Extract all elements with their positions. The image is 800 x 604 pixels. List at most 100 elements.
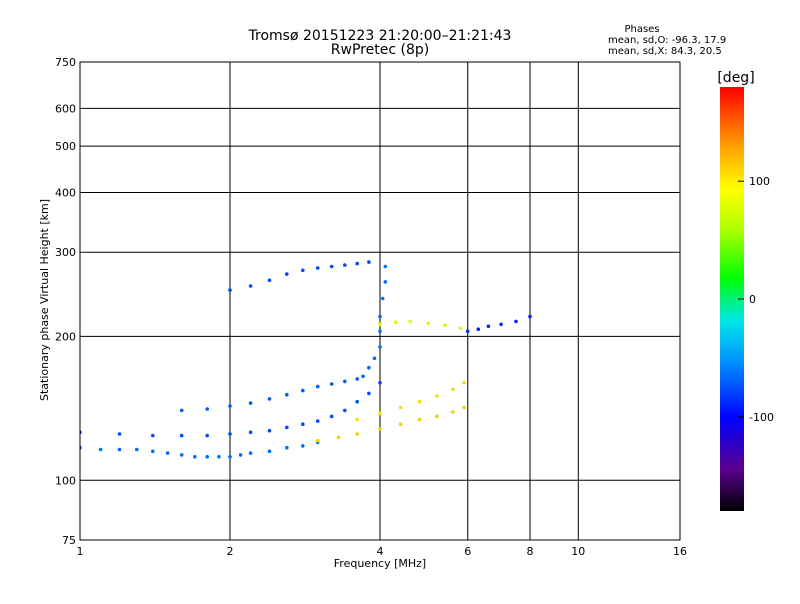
point-s7-4 xyxy=(443,323,447,328)
point-s4-4 xyxy=(398,422,403,427)
point-s2-9 xyxy=(343,379,347,384)
stats-header: Phases xyxy=(624,24,659,35)
point-s6-8 xyxy=(355,261,360,266)
colorbar-tick-label-0: 100 xyxy=(749,175,770,188)
point-s1-11 xyxy=(329,414,334,419)
point-s7-1 xyxy=(393,320,398,325)
colorbar-tick-label-1: 0 xyxy=(749,293,756,306)
point-s0-14 xyxy=(285,445,289,450)
grid-lines xyxy=(79,61,681,541)
point-s6-0 xyxy=(228,288,232,292)
point-s0-1 xyxy=(98,447,103,452)
data-points xyxy=(80,260,532,459)
point-s6-4 xyxy=(301,268,305,273)
x-tick-label-6: 16 xyxy=(673,545,687,558)
point-s1-1 xyxy=(117,432,122,436)
point-s0-6 xyxy=(179,453,184,457)
point-s4-0 xyxy=(315,438,320,443)
y-axis-label: Stationary phase Virtual Height [km] xyxy=(38,199,51,401)
stats-o-line: mean, sd,O: -96.3, 17.9 xyxy=(608,35,726,46)
point-s8-4 xyxy=(514,319,518,324)
point-s2-10 xyxy=(355,377,360,381)
point-s3-3 xyxy=(378,345,382,349)
point-s6-9 xyxy=(367,260,371,264)
point-s3-2 xyxy=(372,356,377,361)
y-tick-labels: 75 100 200 300 400 500 600 750 xyxy=(55,56,76,547)
point-s6-6 xyxy=(329,264,334,269)
chart-title: Tromsø 20151223 21:20:00–21:21:43 xyxy=(248,28,512,44)
point-s0-12 xyxy=(248,451,253,455)
point-s1-5 xyxy=(228,432,232,436)
point-s2-5 xyxy=(285,392,289,397)
point-s1-7 xyxy=(267,428,272,433)
point-s0-11 xyxy=(238,453,243,457)
point-s3-5 xyxy=(378,314,382,319)
point-s0-3 xyxy=(135,447,139,452)
colorbar-tick-label-2: -100 xyxy=(749,411,774,424)
y-tick-label-1: 100 xyxy=(55,474,76,487)
stats-x-line: mean, sd,X: 84.3, 20.5 xyxy=(608,46,722,57)
point-s0-2 xyxy=(117,447,122,452)
point-s1-12 xyxy=(343,408,347,413)
y-tick-label-3: 300 xyxy=(55,246,76,259)
y-tick-label-2: 200 xyxy=(55,330,76,343)
point-s2-6 xyxy=(301,388,305,393)
point-s6-2 xyxy=(267,278,272,283)
point-s0-10 xyxy=(228,455,232,459)
point-s5-1 xyxy=(378,411,382,416)
point-s8-3 xyxy=(499,322,503,327)
point-s5-4 xyxy=(435,394,439,398)
point-s7-3 xyxy=(426,321,431,326)
colorbar-label: [deg] xyxy=(717,70,754,86)
x-tick-label-0: 1 xyxy=(77,545,84,558)
point-s5-3 xyxy=(417,399,422,404)
y-tick-label-7: 750 xyxy=(55,56,76,69)
point-s3-4 xyxy=(378,329,382,334)
point-s4-5 xyxy=(417,417,422,422)
point-s3-7 xyxy=(383,280,388,284)
point-s6-5 xyxy=(315,266,320,270)
point-s7-0 xyxy=(378,322,382,327)
x-axis-label: Frequency [MHz] xyxy=(334,557,426,570)
point-s1-4 xyxy=(205,433,209,438)
y-tick-label-6: 600 xyxy=(55,102,76,115)
point-s2-3 xyxy=(248,401,253,405)
point-s8-0 xyxy=(465,329,470,334)
colorbar-ticks: 100 0 -100 xyxy=(738,175,774,424)
point-s5-6 xyxy=(462,380,466,385)
x-tick-label-5: 10 xyxy=(571,545,585,558)
point-s2-1 xyxy=(205,407,209,411)
point-s1-13 xyxy=(355,399,360,404)
point-s4-6 xyxy=(435,414,439,419)
point-s1-6 xyxy=(248,430,253,435)
point-s0-4 xyxy=(151,449,155,454)
plot-frame xyxy=(79,61,681,541)
point-s2-2 xyxy=(228,404,232,408)
point-s3-0 xyxy=(361,374,365,379)
point-s6-7 xyxy=(343,263,347,267)
x-tick-label-2: 4 xyxy=(377,545,384,558)
point-s4-7 xyxy=(451,410,455,414)
x-tick-labels: 1 2 4 6 8 10 16 xyxy=(77,545,688,558)
point-s5-5 xyxy=(451,387,455,392)
point-s6-3 xyxy=(285,272,289,276)
y-tick-label-0: 75 xyxy=(62,534,76,547)
point-s7-2 xyxy=(408,319,413,324)
point-s2-7 xyxy=(315,384,320,389)
point-s5-0 xyxy=(355,417,360,422)
point-s0-13 xyxy=(267,449,272,454)
point-s8-1 xyxy=(476,327,481,332)
point-s8-2 xyxy=(486,324,491,329)
point-s8-5 xyxy=(528,314,532,319)
point-s3-1 xyxy=(367,365,371,370)
point-s0-8 xyxy=(205,455,209,459)
point-s3-6 xyxy=(380,296,385,301)
point-s1-14 xyxy=(367,391,371,396)
point-s4-2 xyxy=(355,432,360,436)
point-s0-15 xyxy=(301,444,305,448)
x-tick-label-3: 6 xyxy=(464,545,471,558)
point-s1-8 xyxy=(285,425,289,430)
point-s4-8 xyxy=(462,405,466,410)
x-tick-label-4: 8 xyxy=(527,545,534,558)
